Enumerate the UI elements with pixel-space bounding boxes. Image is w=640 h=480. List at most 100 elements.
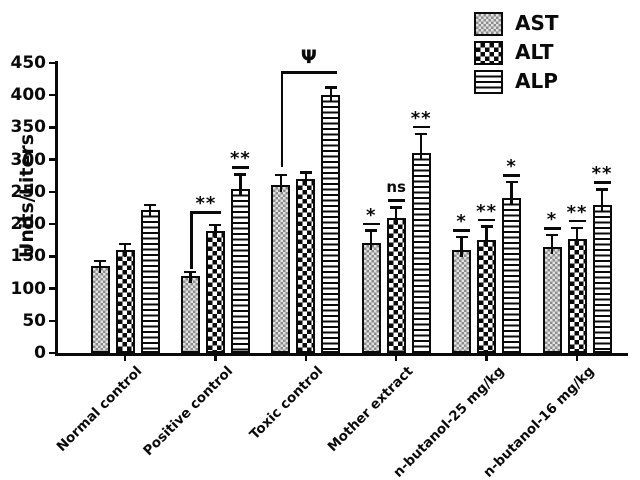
error-bar-line (214, 224, 217, 238)
error-bar-line (329, 87, 333, 103)
significance-underline (453, 229, 471, 232)
error-bar-line (123, 244, 127, 257)
significance-label-asterisk: ** (476, 200, 497, 222)
error-bar-cap (546, 233, 558, 237)
legend-item-alt: ALT (474, 40, 559, 65)
error-bar-cap (596, 188, 608, 191)
x-tick-mark (214, 354, 217, 361)
significance-underline (362, 222, 380, 226)
bar-alt-group0 (115, 249, 135, 353)
x-tick-mark (123, 354, 127, 361)
significance-label-asterisk: ** (229, 148, 251, 170)
error-bar-cap (184, 270, 197, 274)
y-tick-label: 150 (10, 246, 47, 267)
error-bar-cap (94, 259, 106, 263)
error-bar-line (600, 189, 604, 212)
y-tick-mark (49, 222, 58, 226)
y-tick-label: 50 (22, 310, 46, 331)
error-bar-line (239, 174, 242, 196)
y-tick-mark (49, 126, 58, 129)
y-tick-mark (49, 158, 58, 161)
error-bar-cap (234, 173, 247, 176)
error-bar-cap (299, 171, 312, 174)
error-bar-line (189, 271, 192, 283)
error-bar-cap (390, 206, 403, 209)
y-tick-mark (49, 287, 58, 290)
error-bar-cap (571, 226, 583, 230)
significance-label-asterisk: * (546, 209, 558, 231)
alt-pattern-swatch-icon (474, 40, 503, 65)
y-tick-mark (49, 255, 58, 258)
bar-alt-group5 (567, 238, 587, 353)
y-tick-label: 100 (10, 278, 47, 299)
significance-label-asterisk: * (365, 204, 377, 226)
y-tick-label: 450 (10, 53, 47, 73)
x-axis-line (55, 353, 628, 356)
bar-alp-group5 (592, 204, 612, 353)
bracket-label-psi: Ψ (300, 46, 317, 69)
error-bar-cap (209, 223, 222, 226)
significance-underline (478, 218, 496, 222)
bar-ast-group0 (90, 266, 110, 353)
significance-underline (503, 174, 521, 177)
error-bar-line (510, 182, 513, 206)
significance-underline (387, 199, 405, 202)
error-bar-line (394, 207, 398, 225)
error-bar-line (550, 235, 554, 254)
error-bar-line (575, 227, 579, 246)
bar-alt-group1 (205, 230, 225, 353)
significance-underline (568, 219, 586, 223)
bar-alp-group4 (502, 198, 522, 353)
y-tick-mark (49, 319, 58, 323)
x-tick-mark (485, 354, 488, 361)
significance-label-asterisk: ** (566, 201, 588, 223)
error-bar-cap (365, 229, 378, 232)
significance-label-ns: ns (386, 178, 406, 197)
x-tick-mark (394, 354, 398, 361)
error-bar-cap (274, 173, 287, 177)
significance-underline (593, 181, 611, 184)
significance-underline (412, 125, 430, 129)
x-category-label: Normal control (53, 363, 146, 455)
y-tick-mark (49, 93, 58, 97)
y-tick-label: 200 (10, 214, 47, 235)
y-tick-label: 350 (10, 117, 47, 138)
error-bar-cap (505, 180, 518, 184)
error-bar-line (369, 230, 373, 251)
y-tick-mark (49, 190, 58, 194)
significance-label-asterisk: * (506, 156, 517, 178)
y-tick-label: 250 (10, 181, 47, 202)
bar-alp-group1 (230, 188, 250, 353)
legend-item-alp: ALP (474, 69, 559, 94)
bar-alp-group2 (321, 95, 341, 353)
bracket-vertical (190, 211, 193, 270)
legend-label-alp: ALP (515, 69, 558, 93)
error-bar-line (460, 237, 463, 257)
bar-alt-group2 (296, 179, 316, 353)
error-bar-line (304, 172, 308, 186)
x-tick-mark (304, 354, 308, 361)
legend-label-ast: AST (515, 11, 559, 35)
bar-ast-group2 (271, 185, 291, 353)
y-tick-mark (49, 351, 58, 355)
error-bar-cap (415, 132, 428, 136)
bar-alp-group3 (411, 153, 431, 353)
y-tick-label: 400 (10, 85, 47, 106)
x-tick-mark (575, 354, 579, 361)
bracket-vertical (280, 71, 284, 167)
error-bar-cap (119, 242, 131, 246)
error-bar-line (485, 226, 488, 248)
significance-underline (231, 166, 249, 169)
y-tick-label: 0 (34, 343, 46, 363)
alp-pattern-swatch-icon (474, 69, 503, 94)
error-bar-cap (480, 225, 493, 228)
error-bar-cap (324, 86, 337, 89)
error-bar-line (98, 260, 102, 273)
error-bar-line (148, 204, 152, 217)
x-category-label: Positive control (140, 363, 237, 460)
y-tick-mark (49, 61, 58, 65)
bar-ast-group3 (361, 243, 381, 353)
x-category-label: Mother extract (325, 363, 417, 456)
